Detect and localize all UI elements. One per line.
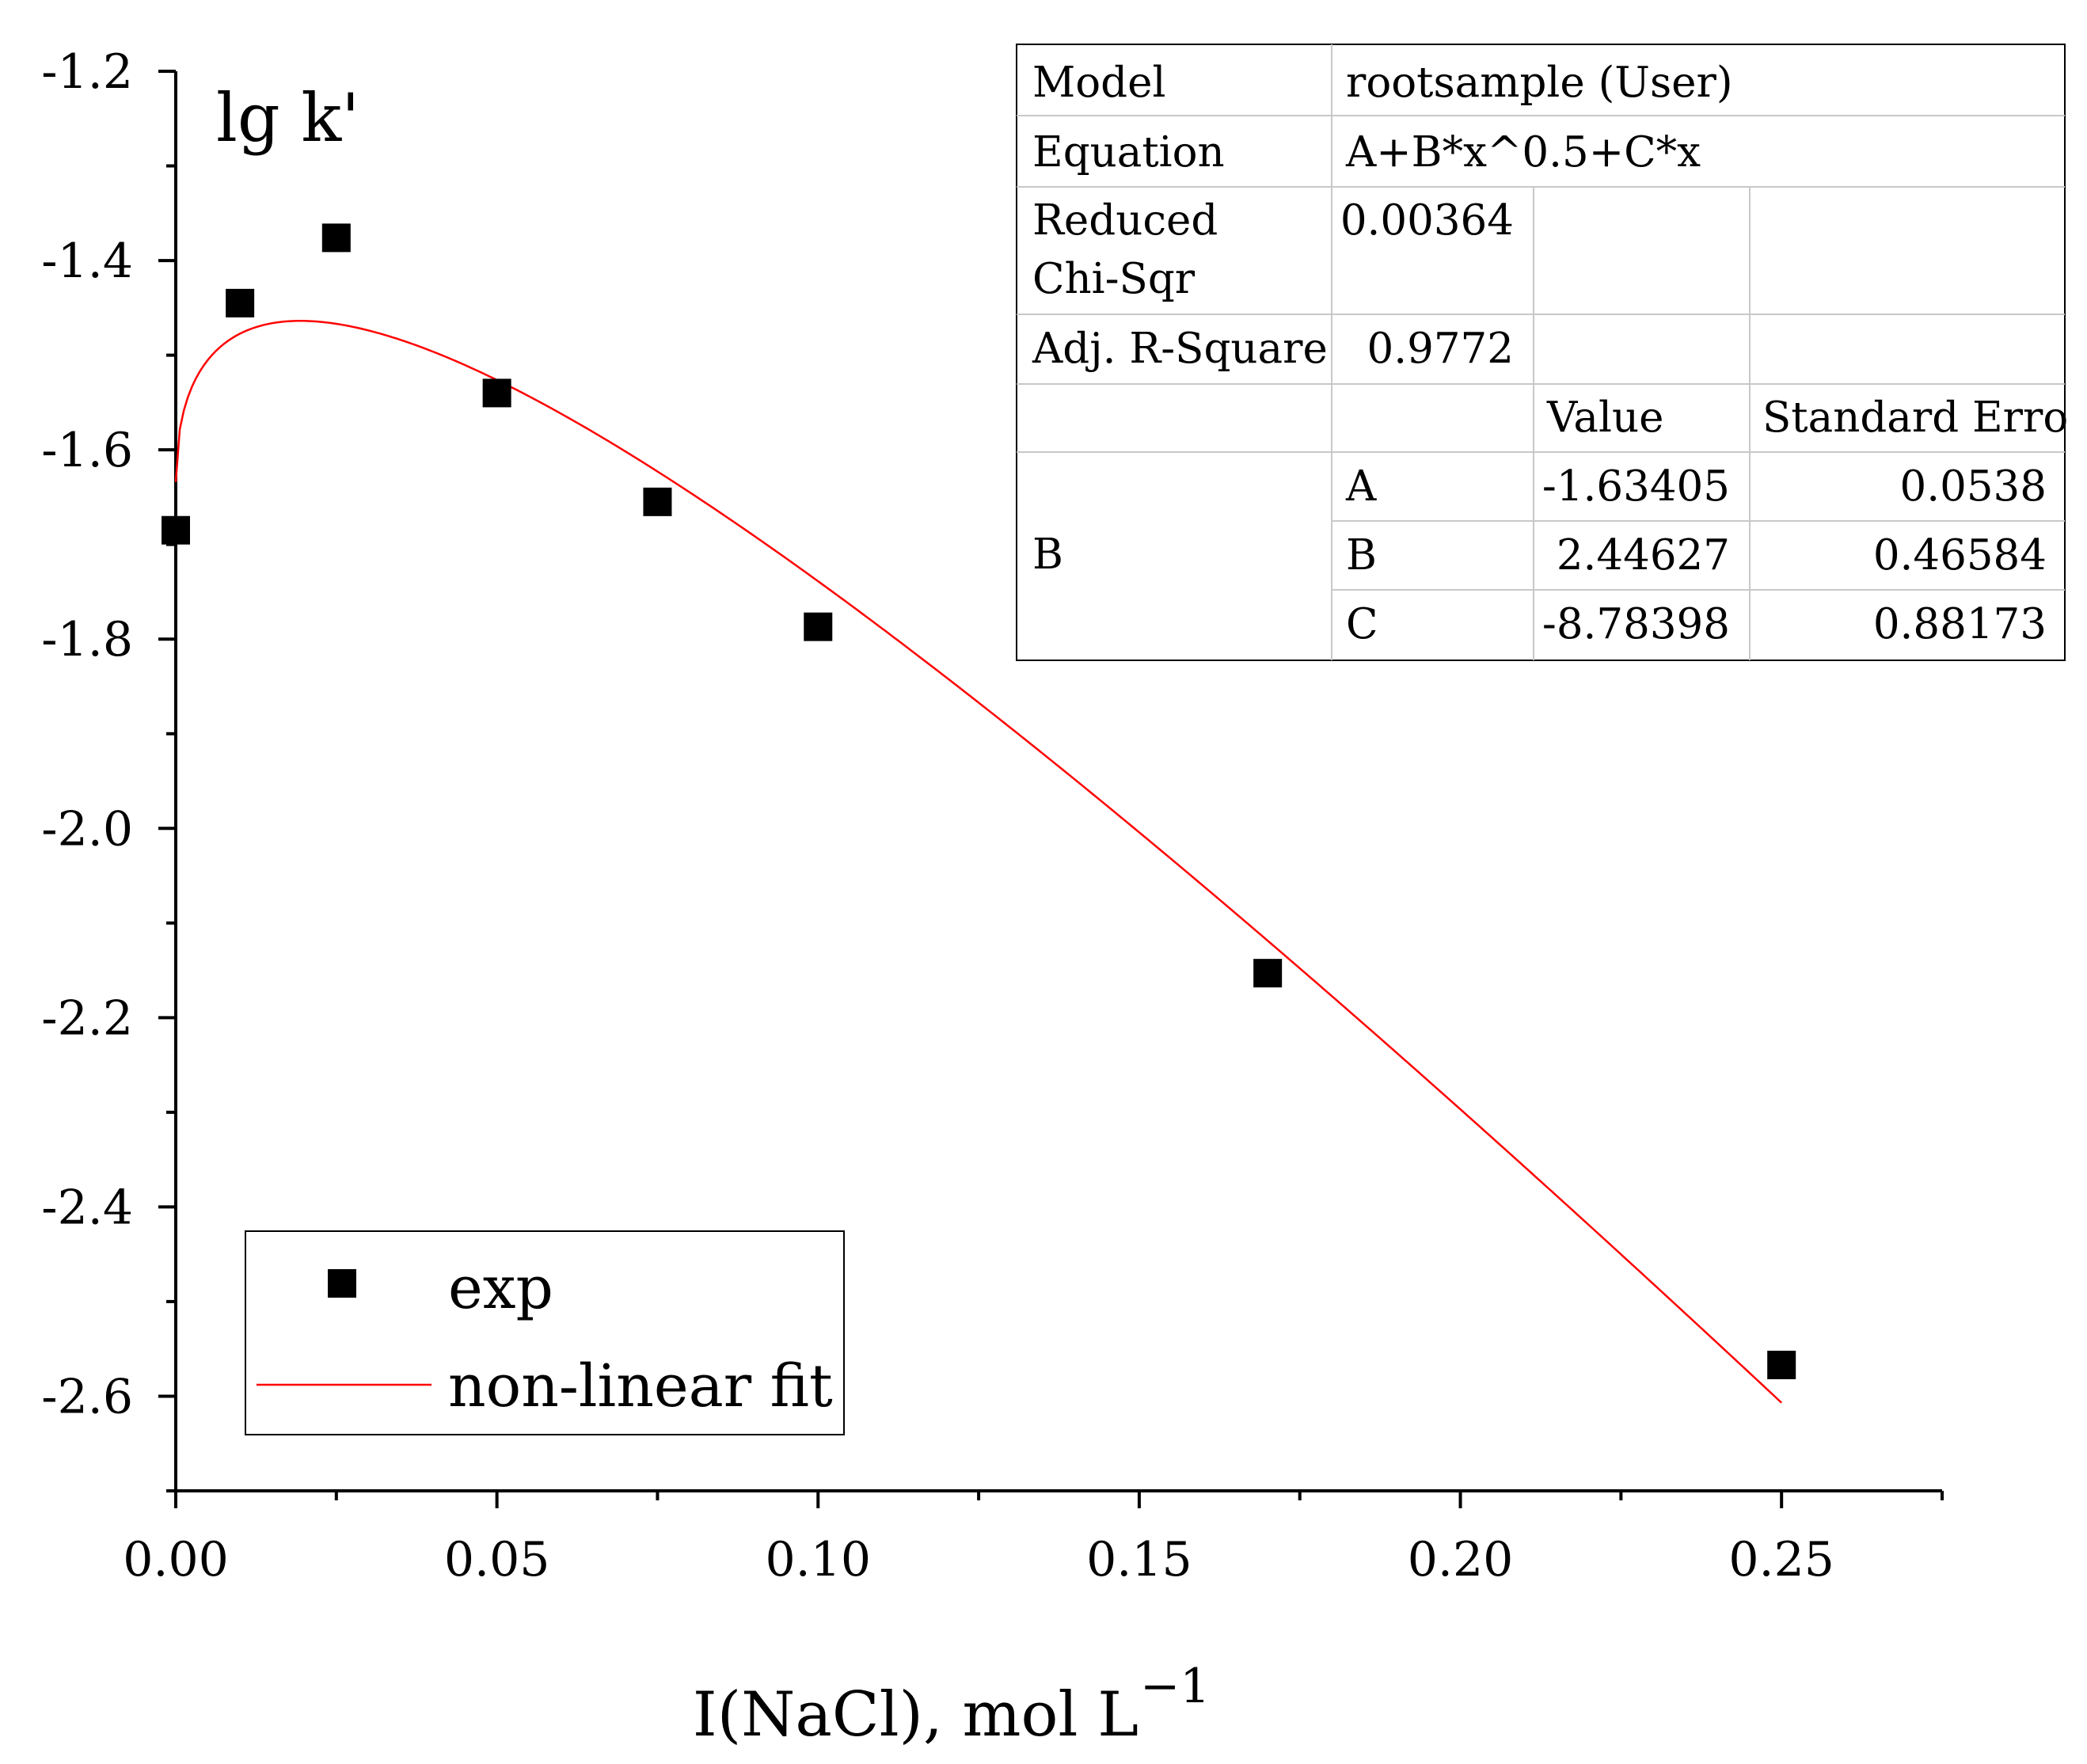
table-param-name-c: C <box>1346 600 1378 648</box>
table-value-model: rootsample (User) <box>1346 59 1733 107</box>
legend: exp non-linear fit <box>245 1230 845 1435</box>
y-tick-label: -2.6 <box>41 1369 133 1424</box>
table-param-name-a: A <box>1345 462 1377 511</box>
legend-marker-exp <box>328 1269 356 1298</box>
legend-box <box>245 1230 845 1435</box>
table-key-chisqr-line2: Chi-Sqr <box>1032 255 1196 303</box>
table-param-error-b: 0.46584 <box>1873 531 2047 580</box>
table-param-value-a: -1.63405 <box>1542 462 1730 511</box>
table-key-model: Model <box>1032 59 1165 107</box>
data-point <box>321 223 351 253</box>
y-tick-label: -2.4 <box>41 1180 133 1235</box>
data-point <box>482 378 511 408</box>
axes: -2.6 -2.4 -2.2 -2.0 -1.8 -1.6 -1.4 -1.2 0.00 0.05… <box>41 44 1944 1587</box>
table-header-error: Standard Erro <box>1762 393 2068 442</box>
table-key-adjr2: Adj. R-Square <box>1032 325 1328 373</box>
table-param-error-a: 0.0538 <box>1900 462 2047 511</box>
fit-table-grid <box>1017 44 2065 660</box>
x-tick-label: 0.05 <box>444 1532 550 1587</box>
y-axis-label: lg k' <box>216 79 359 157</box>
table-key-equation: Equation <box>1032 128 1225 177</box>
fit-table-frame <box>1016 44 2066 661</box>
data-point <box>226 288 255 317</box>
x-tick-label: 0.00 <box>123 1532 229 1587</box>
x-tick-label: 0.20 <box>1408 1532 1514 1587</box>
points-layer <box>162 223 1796 1380</box>
table-header-value: Value <box>1546 393 1663 442</box>
fit-curve <box>174 319 1783 1404</box>
x-tick-label: 0.25 <box>1728 1532 1834 1587</box>
y-tick-label: -1.6 <box>41 423 133 478</box>
table-param-group: B <box>1032 530 1063 579</box>
table-value-equation: A+B*x^0.5+C*x <box>1345 128 1701 177</box>
legend-label-fit: non-linear fit <box>448 1352 833 1420</box>
y-tick-label: -2.0 <box>41 801 133 857</box>
data-point <box>162 515 190 545</box>
x-axis-label-exponent: −1 <box>1140 1659 1210 1714</box>
table-param-name-b: B <box>1346 531 1377 580</box>
data-point <box>1767 1351 1796 1380</box>
x-tick-label: 0.15 <box>1086 1532 1192 1587</box>
y-tick-label: -1.2 <box>41 44 133 100</box>
y-tick-label: -2.2 <box>41 990 133 1046</box>
y-tick-label: -1.8 <box>41 612 133 667</box>
fit-table: Model rootsample (User) Equation A+B*x^0… <box>1016 44 2068 661</box>
data-point <box>804 612 833 641</box>
data-point <box>1253 959 1283 988</box>
x-axis-label: I(NaCl), mol L <box>693 1679 1139 1751</box>
data-point <box>643 487 672 516</box>
table-param-value-c: -8.78398 <box>1542 600 1730 648</box>
fit-curve-layer <box>174 319 1783 1404</box>
table-value-chisqr: 0.00364 <box>1340 196 1514 245</box>
y-tick-label: -1.4 <box>41 234 133 289</box>
legend-label-exp: exp <box>448 1254 553 1322</box>
table-param-error-c: 0.88173 <box>1873 600 2047 648</box>
x-tick-label: 0.10 <box>765 1532 871 1587</box>
table-key-chisqr-line1: Reduced <box>1032 196 1218 245</box>
table-value-adjr2: 0.9772 <box>1367 325 1514 373</box>
table-param-value-b: 2.44627 <box>1557 531 1730 580</box>
